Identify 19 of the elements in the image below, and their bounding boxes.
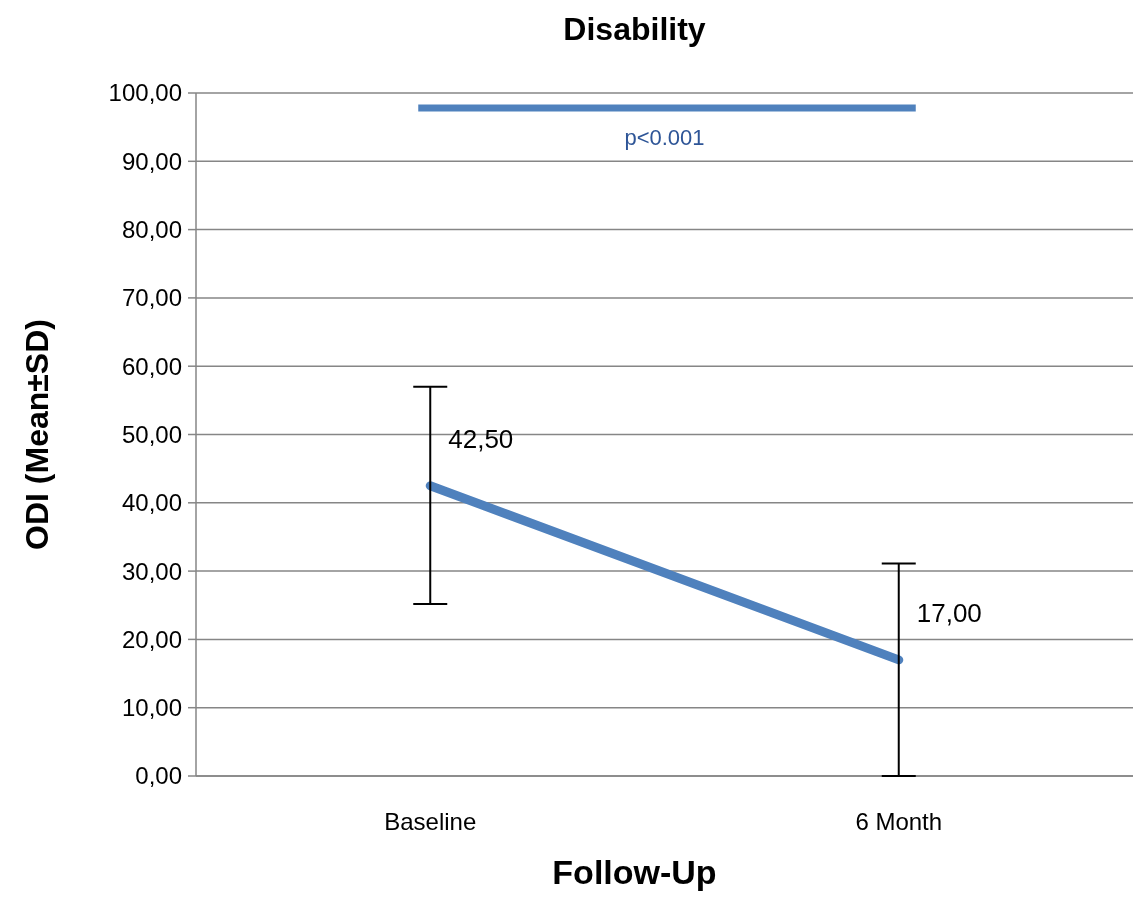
- y-tick-label: 40,00: [121, 489, 182, 517]
- annotation: p<0.001: [624, 125, 705, 150]
- data-label: 17,00: [916, 597, 982, 628]
- chart-title: Disability: [563, 11, 706, 47]
- x-axis-title: Follow-Up: [552, 853, 717, 891]
- data-label: 42,50: [448, 423, 514, 454]
- y-tick-label: 30,00: [121, 557, 182, 585]
- y-tick-label: 70,00: [121, 284, 182, 312]
- y-tick-label: 0,00: [135, 762, 182, 790]
- x-tick-label: 6 Month: [855, 808, 943, 835]
- y-tick-label: 80,00: [121, 216, 182, 243]
- y-tick-label: 60,00: [121, 352, 182, 380]
- y-axis-title: ODI (Mean±SD): [19, 319, 55, 550]
- x-tick-label: Baseline: [384, 808, 477, 835]
- y-tick-label: 10,00: [121, 694, 182, 722]
- y-tick-label: 50,00: [121, 420, 182, 448]
- y-tick-label: 100,00: [108, 79, 182, 107]
- y-tick-label: 20,00: [121, 625, 182, 653]
- y-tick-label: 90,00: [121, 147, 182, 175]
